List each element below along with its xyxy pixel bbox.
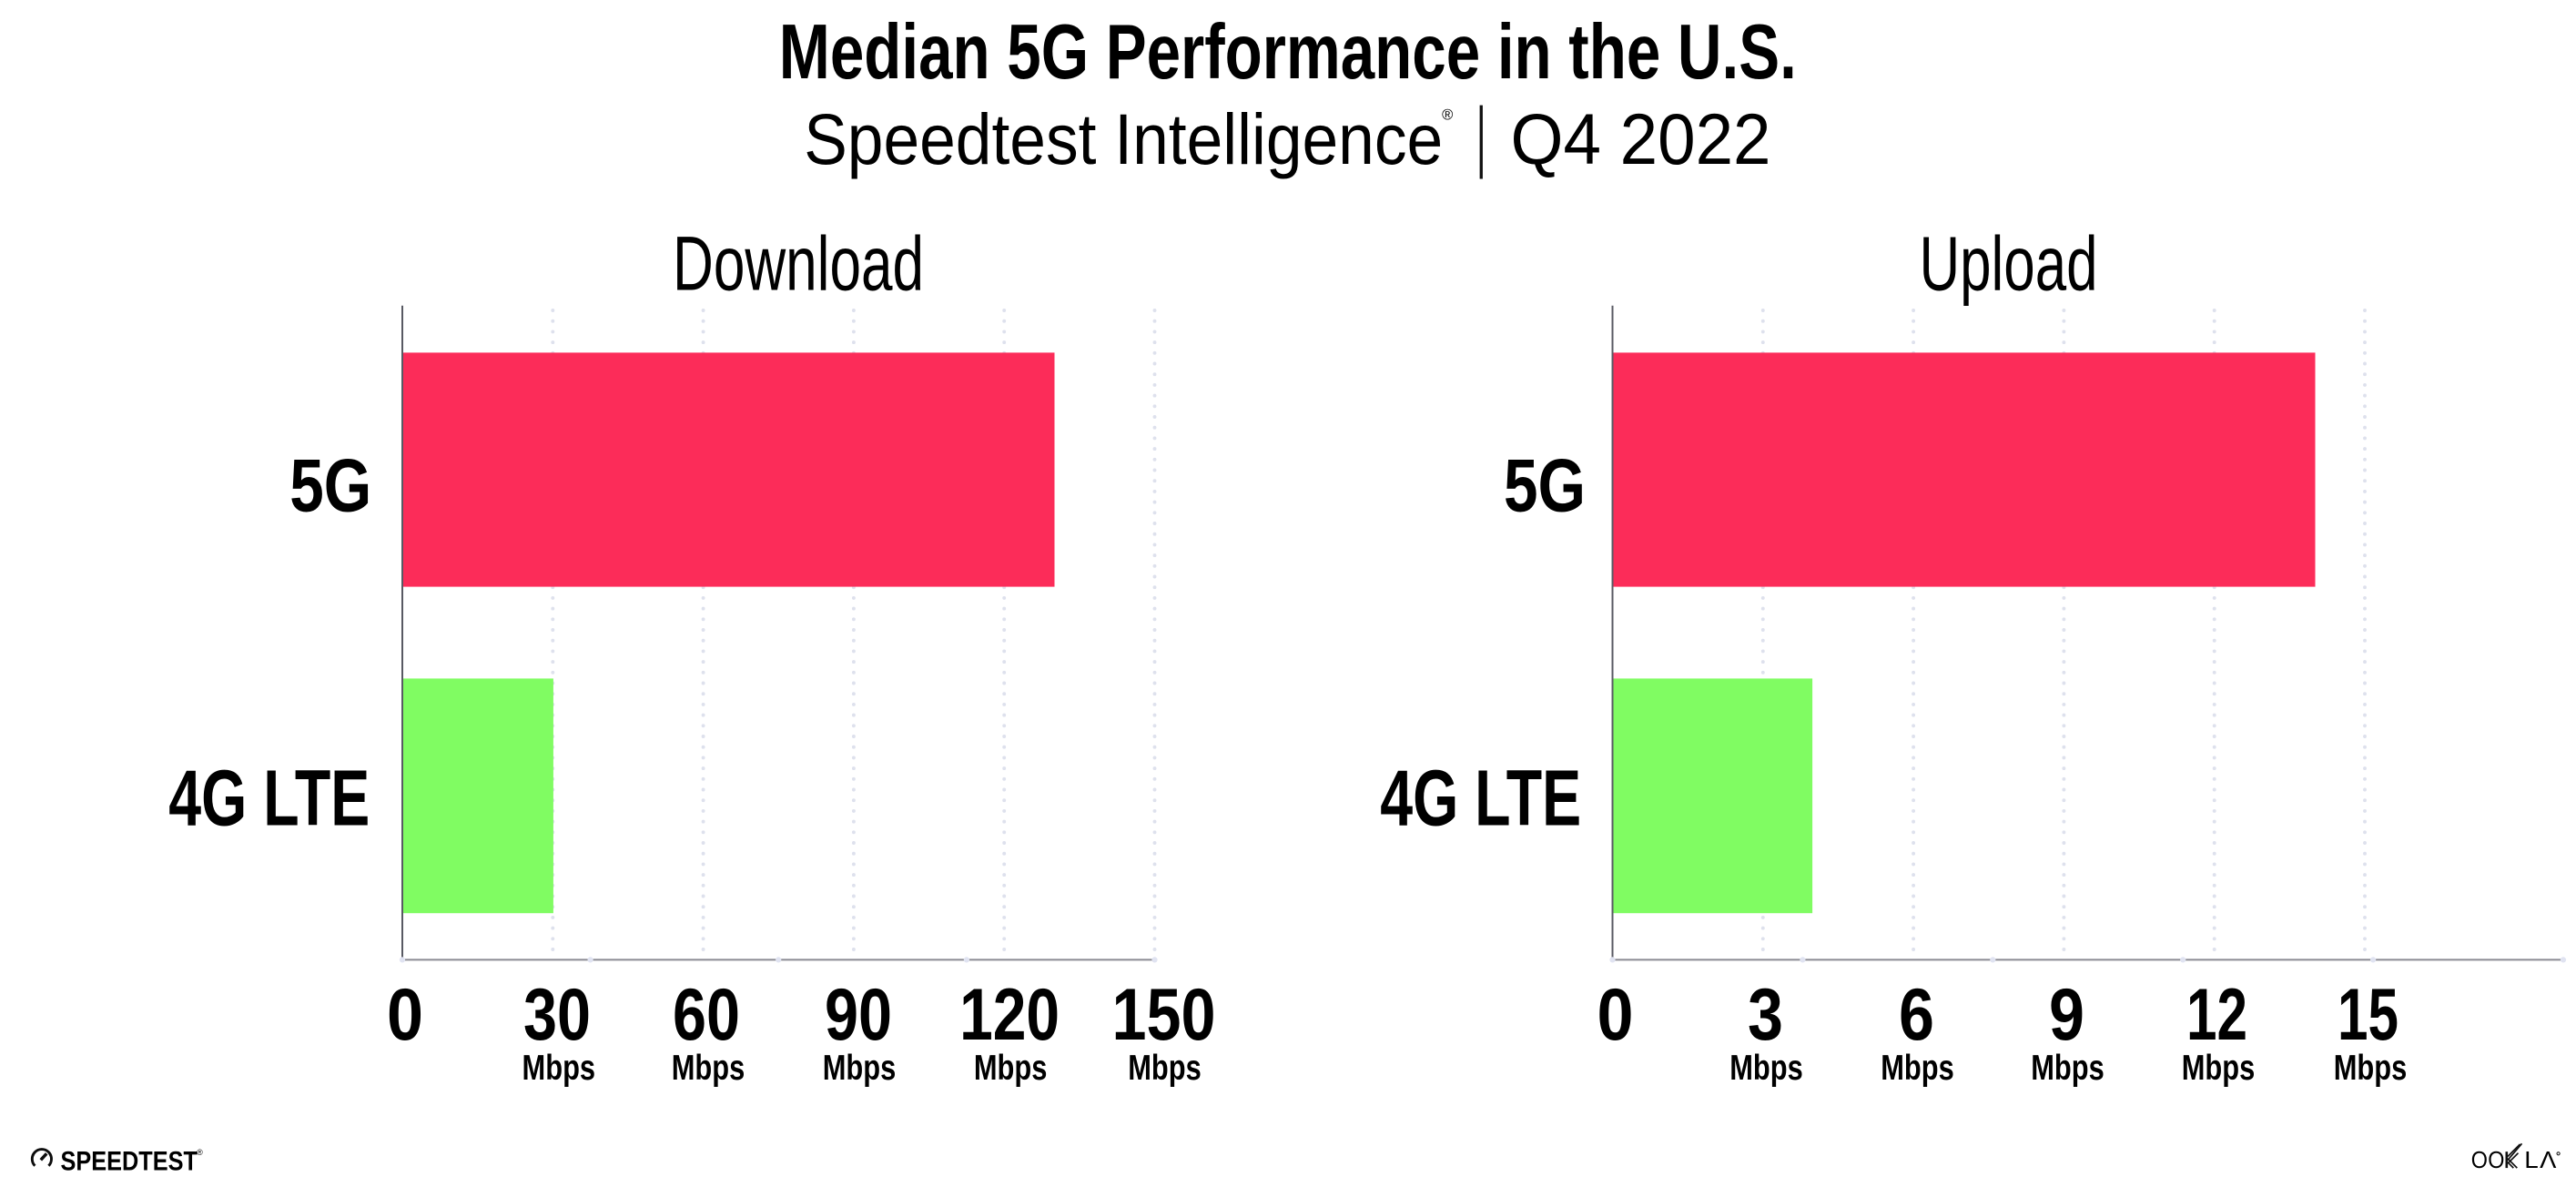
svg-text:Mbps: Mbps (2334, 1049, 2408, 1088)
svg-text:L: L (2524, 1148, 2539, 1173)
svg-text:Λ: Λ (2540, 1148, 2556, 1173)
svg-text:Upload: Upload (1920, 220, 2098, 306)
svg-text:0: 0 (1597, 974, 1634, 1056)
svg-text:30: 30 (523, 974, 591, 1056)
svg-text:SPEEDTEST: SPEEDTEST (61, 1147, 198, 1177)
svg-text:®: ® (1442, 107, 1453, 124)
svg-text:5G: 5G (1504, 443, 1586, 527)
svg-text:9: 9 (2049, 974, 2084, 1056)
svg-text:Speedtest Intelligence: Speedtest Intelligence (804, 98, 1443, 179)
svg-text:3: 3 (1748, 974, 1783, 1056)
svg-text:Mbps: Mbps (2031, 1049, 2104, 1088)
svg-text:Mbps: Mbps (823, 1049, 897, 1088)
svg-text:12: 12 (2186, 974, 2247, 1056)
svg-text:Mbps: Mbps (2182, 1049, 2256, 1088)
svg-text:O: O (2471, 1148, 2488, 1173)
svg-text:®: ® (197, 1148, 203, 1157)
svg-text:5G: 5G (289, 443, 371, 527)
svg-text:120: 120 (959, 974, 1060, 1056)
svg-text:4G LTE: 4G LTE (168, 754, 370, 842)
svg-text:15: 15 (2338, 974, 2399, 1056)
svg-text:Mbps: Mbps (1128, 1049, 1202, 1088)
svg-text:Mbps: Mbps (1729, 1049, 1803, 1088)
svg-text:60: 60 (673, 974, 740, 1056)
svg-text:Mbps: Mbps (974, 1049, 1048, 1088)
svg-text:Mbps: Mbps (672, 1049, 745, 1088)
svg-text:Mbps: Mbps (1881, 1049, 1954, 1088)
svg-text:Q4 2022: Q4 2022 (1511, 98, 1771, 179)
svg-text:O: O (2488, 1148, 2504, 1173)
svg-text:Median 5G Performance in the U: Median 5G Performance in the U.S. (779, 9, 1797, 96)
svg-text:Mbps: Mbps (522, 1049, 596, 1088)
svg-text:0: 0 (387, 974, 423, 1056)
svg-text:Download: Download (673, 220, 924, 306)
svg-text:90: 90 (825, 974, 892, 1056)
svg-text:4G LTE: 4G LTE (1380, 754, 1581, 842)
svg-text:150: 150 (1112, 974, 1216, 1056)
svg-text:6: 6 (1899, 974, 1934, 1056)
